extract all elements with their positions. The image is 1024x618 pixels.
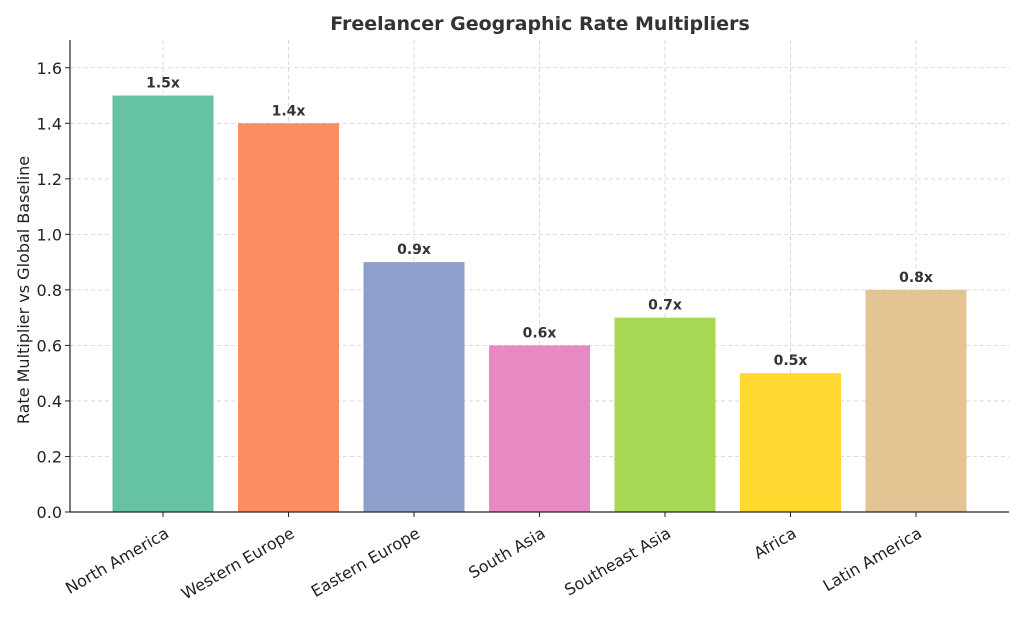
y-tick-label: 0.6 bbox=[37, 336, 62, 355]
bar bbox=[363, 262, 465, 512]
bar bbox=[489, 345, 590, 512]
bar bbox=[865, 289, 967, 512]
x-tick-label: Eastern Europe bbox=[308, 523, 423, 601]
y-tick-label: 0.8 bbox=[37, 281, 62, 300]
y-tick-labels: 0.0 0.2 0.4 0.6 0.8 1.0 1.2 1.4 1.6 bbox=[37, 59, 62, 522]
y-tick-label: 0.0 bbox=[37, 503, 62, 522]
x-tick-label: South Asia bbox=[465, 523, 548, 582]
y-tick-label: 0.4 bbox=[37, 392, 62, 411]
x-tick-label: Western Europe bbox=[178, 523, 297, 603]
bar bbox=[238, 123, 339, 512]
bar-value-labels: 1.5x 1.4x 0.9x 0.6x 0.7x 0.5x 0.8x bbox=[146, 76, 933, 370]
bar-value-label: 1.4x bbox=[272, 103, 306, 119]
y-tick-label: 1.6 bbox=[37, 59, 62, 78]
y-tick-label: 1.2 bbox=[37, 170, 62, 189]
y-tick-label: 0.2 bbox=[37, 447, 62, 466]
bar-value-label: 0.8x bbox=[899, 270, 933, 286]
x-tick-label: North America bbox=[62, 523, 172, 597]
bar-value-label: 1.5x bbox=[146, 76, 180, 92]
bar bbox=[614, 317, 716, 512]
x-tick-labels: North America Western Europe Eastern Europ… bbox=[62, 523, 925, 603]
bar-value-label: 0.9x bbox=[397, 242, 431, 258]
bar-value-label: 0.5x bbox=[774, 353, 808, 369]
bar bbox=[112, 95, 214, 512]
x-tick-label: Southeast Asia bbox=[561, 523, 674, 599]
bar-value-label: 0.6x bbox=[523, 325, 557, 341]
bars bbox=[112, 95, 967, 512]
y-axis-label: Rate Multiplier vs Global Baseline bbox=[14, 156, 33, 424]
x-tick-label: Latin America bbox=[820, 523, 925, 595]
x-tick-label: Africa bbox=[750, 523, 799, 562]
bar bbox=[740, 373, 841, 512]
bar-value-label: 0.7x bbox=[648, 298, 682, 314]
y-tick-label: 1.0 bbox=[37, 225, 62, 244]
axes bbox=[65, 40, 1009, 517]
y-tick-label: 1.4 bbox=[37, 114, 62, 133]
chart-title: Freelancer Geographic Rate Multipliers bbox=[330, 13, 750, 35]
